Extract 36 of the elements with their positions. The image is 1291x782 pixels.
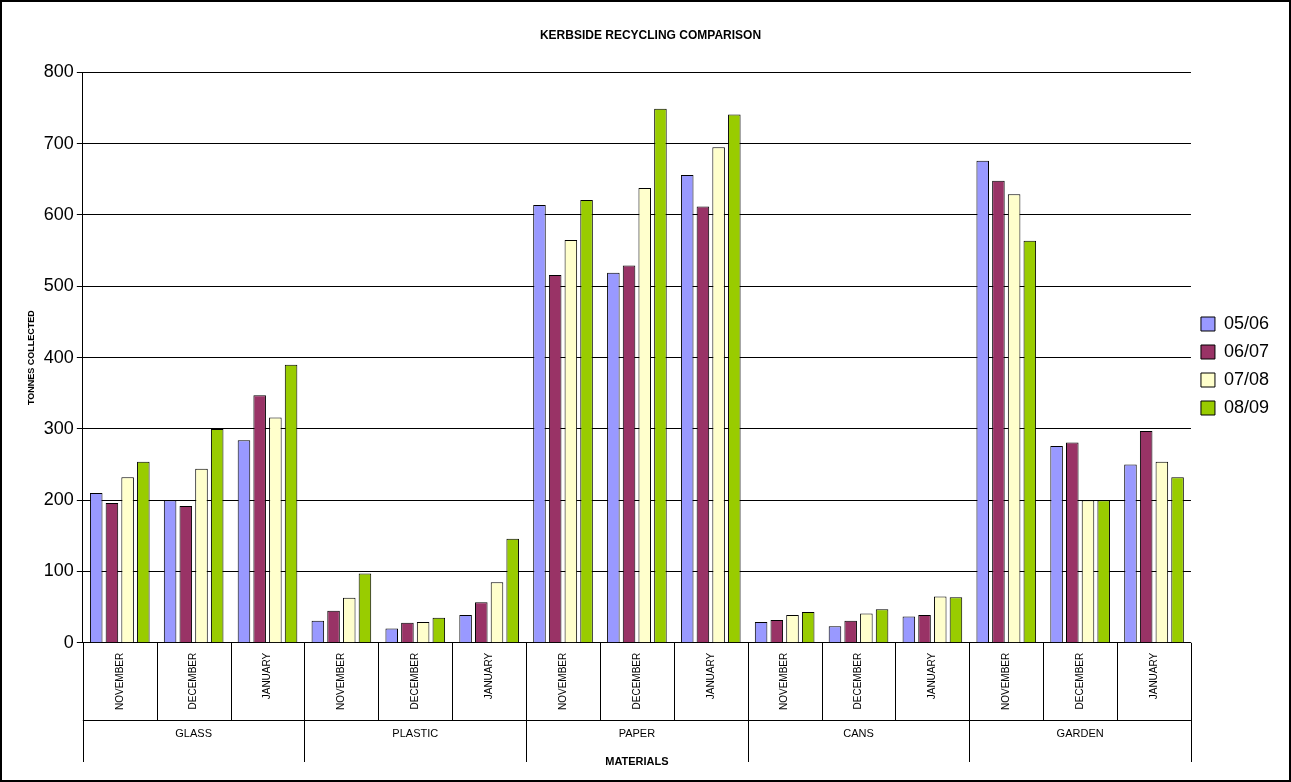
legend-label: 07/08: [1223, 368, 1269, 389]
text: PLASTIC: [392, 727, 439, 740]
text: GARDEN: [1056, 727, 1104, 740]
x-tick-label: JANUARY: [261, 652, 273, 700]
y-tick-label: 600: [43, 203, 74, 224]
x-tick-label: DECEMBER: [852, 652, 864, 710]
x-tick-label: DECEMBER: [187, 652, 199, 710]
y-tick-label: 100: [43, 560, 74, 581]
y-tick-label: 800: [43, 61, 74, 82]
x-tick-label: DECEMBER: [1073, 652, 1085, 710]
legend-label: 05/06: [1223, 312, 1269, 333]
y-tick-label: 400: [43, 346, 74, 367]
y-tick-label: 500: [43, 275, 74, 296]
x-tick-label: DECEMBER: [630, 652, 642, 710]
y-tick-label: 0: [63, 631, 74, 652]
text: GLASS: [175, 727, 212, 740]
x-tick-label: NOVEMBER: [556, 652, 568, 710]
legend-label: 06/07: [1223, 340, 1269, 361]
x-tick-label: NOVEMBER: [1000, 652, 1012, 710]
x-tick-label: JANUARY: [926, 652, 938, 700]
x-tick-label: NOVEMBER: [113, 652, 125, 710]
x-tick-label: JANUARY: [704, 652, 716, 700]
chart-title: KERBSIDE RECYCLING COMPARISON: [539, 27, 762, 42]
x-tick-label: NOVEMBER: [335, 652, 347, 710]
text: PAPER: [618, 727, 656, 740]
legend-label: 08/09: [1223, 396, 1269, 417]
x-tick-label: JANUARY: [1147, 652, 1159, 700]
x-tick-label: NOVEMBER: [778, 652, 790, 710]
y-tick-label: 700: [43, 132, 74, 153]
x-tick-label: DECEMBER: [409, 652, 421, 710]
x-axis-title: MATERIALS: [605, 755, 669, 768]
x-tick-label: JANUARY: [482, 652, 494, 700]
y-tick-label: 200: [43, 489, 74, 510]
text: CANS: [843, 727, 874, 740]
y-tick-label: 300: [43, 417, 74, 438]
y-axis-title: TONNES COLLECTED: [25, 309, 36, 406]
